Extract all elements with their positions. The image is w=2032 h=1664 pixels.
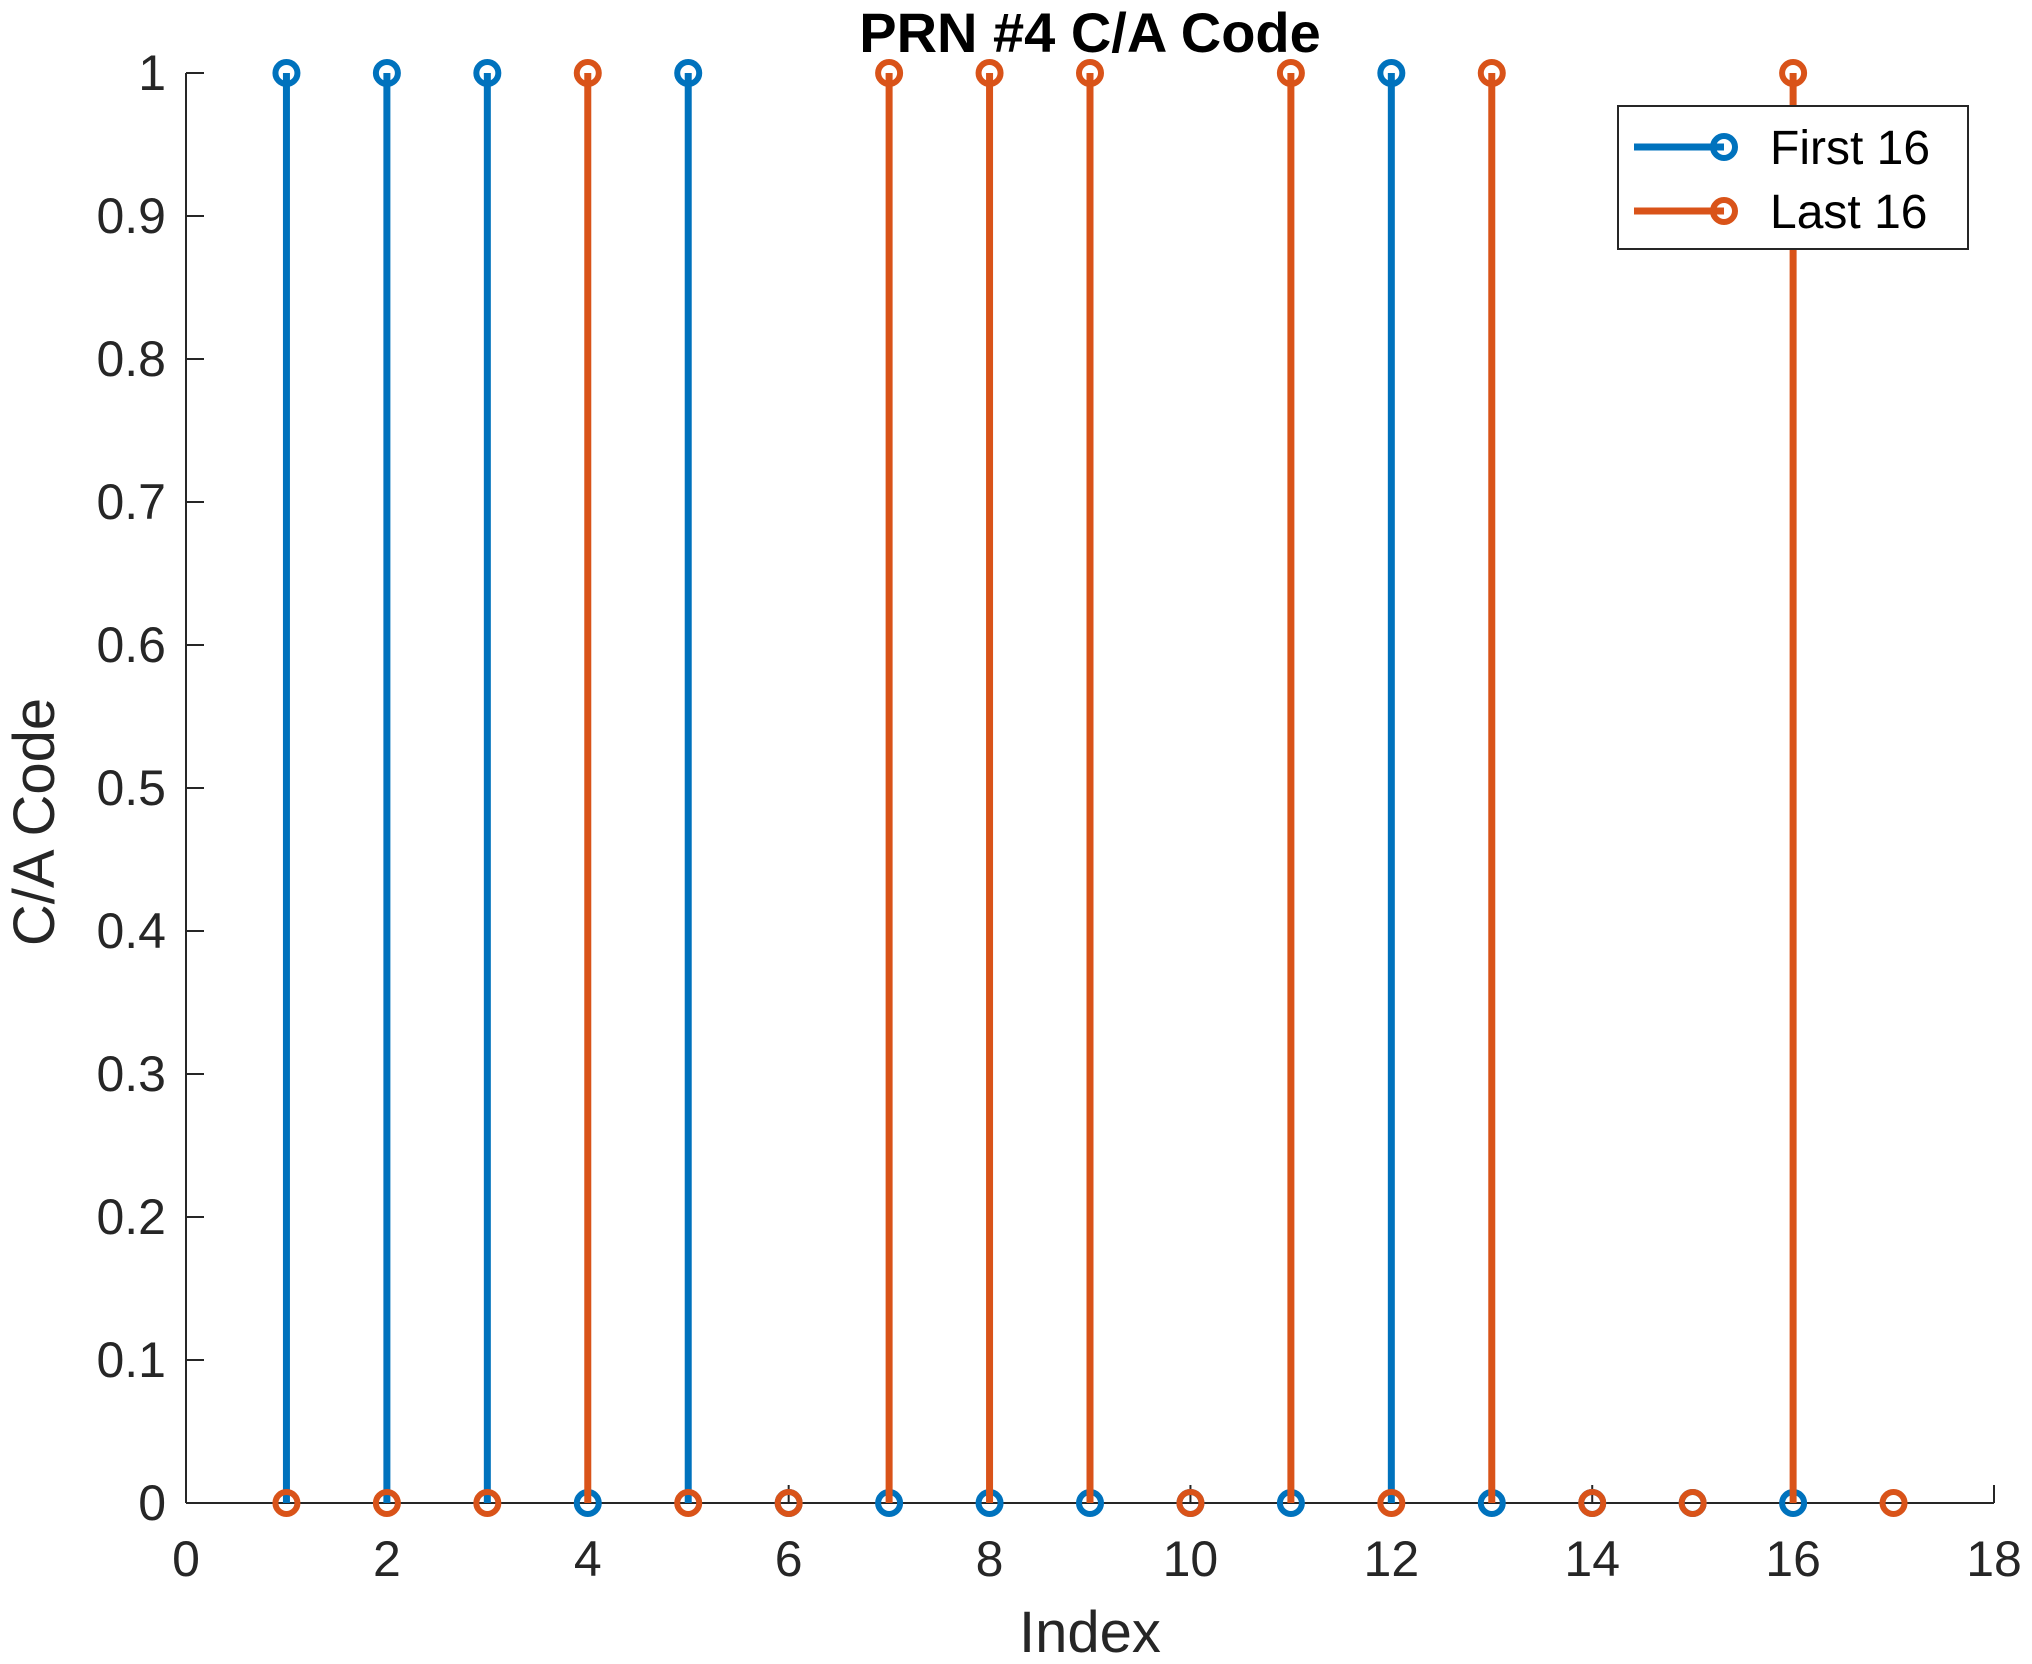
stem-marker bbox=[975, 59, 1004, 87]
series-last bbox=[272, 59, 1908, 1517]
stem-marker bbox=[1377, 59, 1406, 87]
stem-marker bbox=[1377, 1489, 1406, 1517]
y-tick-label: 0.4 bbox=[96, 903, 166, 959]
x-tick-label: 12 bbox=[1364, 1531, 1420, 1587]
x-tick-label: 2 bbox=[373, 1531, 401, 1587]
stem-marker bbox=[674, 1489, 703, 1517]
y-tick-label: 0.3 bbox=[96, 1046, 166, 1102]
y-tick-label: 0.5 bbox=[96, 760, 166, 816]
stem-marker bbox=[1477, 59, 1506, 87]
stems bbox=[272, 59, 1908, 1517]
stem-marker bbox=[875, 59, 904, 87]
y-tick-label: 0.7 bbox=[96, 474, 166, 530]
x-tick-label: 0 bbox=[172, 1531, 200, 1587]
stem-marker bbox=[774, 1489, 803, 1517]
legend-marker bbox=[1710, 133, 1738, 161]
legend-box bbox=[1617, 105, 1969, 250]
series-first bbox=[272, 59, 1808, 1517]
stem-marker bbox=[272, 59, 301, 87]
y-tick-label: 0.9 bbox=[96, 188, 166, 244]
y-tick-label: 0.8 bbox=[96, 331, 166, 387]
x-tick-label: 14 bbox=[1564, 1531, 1620, 1587]
legend-marker bbox=[1710, 197, 1738, 225]
y-tick-label: 1 bbox=[138, 45, 166, 101]
stem-marker bbox=[1879, 1489, 1908, 1517]
x-tick-label: 8 bbox=[976, 1531, 1004, 1587]
x-tick-label: 6 bbox=[775, 1531, 803, 1587]
stem-marker bbox=[1678, 1489, 1707, 1517]
y-tick-label: 0.1 bbox=[96, 1332, 166, 1388]
x-axis-label: Index bbox=[1019, 1600, 1161, 1664]
stem-marker bbox=[1779, 59, 1808, 87]
x-tick-label: 10 bbox=[1163, 1531, 1219, 1587]
legend: First 16 Last 16 bbox=[1617, 105, 1969, 250]
stem-marker bbox=[573, 59, 602, 87]
y-tick-label: 0.6 bbox=[96, 617, 166, 673]
stem-marker bbox=[473, 1489, 502, 1517]
chart-title: PRN #4 C/A Code bbox=[859, 1, 1321, 64]
legend-label: First 16 bbox=[1770, 122, 1930, 175]
x-tick-label: 16 bbox=[1765, 1531, 1821, 1587]
y-tick-label: 0.2 bbox=[96, 1189, 166, 1245]
stem-marker bbox=[674, 59, 703, 87]
stem-marker bbox=[1176, 1489, 1205, 1517]
stem-marker bbox=[372, 1489, 401, 1517]
stem-marker bbox=[473, 59, 502, 87]
stem-marker bbox=[372, 59, 401, 87]
legend-label: Last 16 bbox=[1770, 186, 1927, 239]
x-tick-label: 18 bbox=[1966, 1531, 2022, 1587]
stem-marker bbox=[1076, 59, 1104, 87]
y-tick-label: 0 bbox=[138, 1475, 166, 1531]
axes: 0 2 4 6 8 10 12 14 16 18 0 0.1 0.2 0.3 0.4 0.5 0.6 0.7 0.8… bbox=[96, 45, 2021, 1587]
stem-marker bbox=[272, 1489, 301, 1517]
stem-marker bbox=[1578, 1489, 1607, 1517]
stem-marker bbox=[1276, 59, 1305, 87]
x-tick-label: 4 bbox=[574, 1531, 602, 1587]
y-axis-label: C/A Code bbox=[2, 698, 67, 946]
